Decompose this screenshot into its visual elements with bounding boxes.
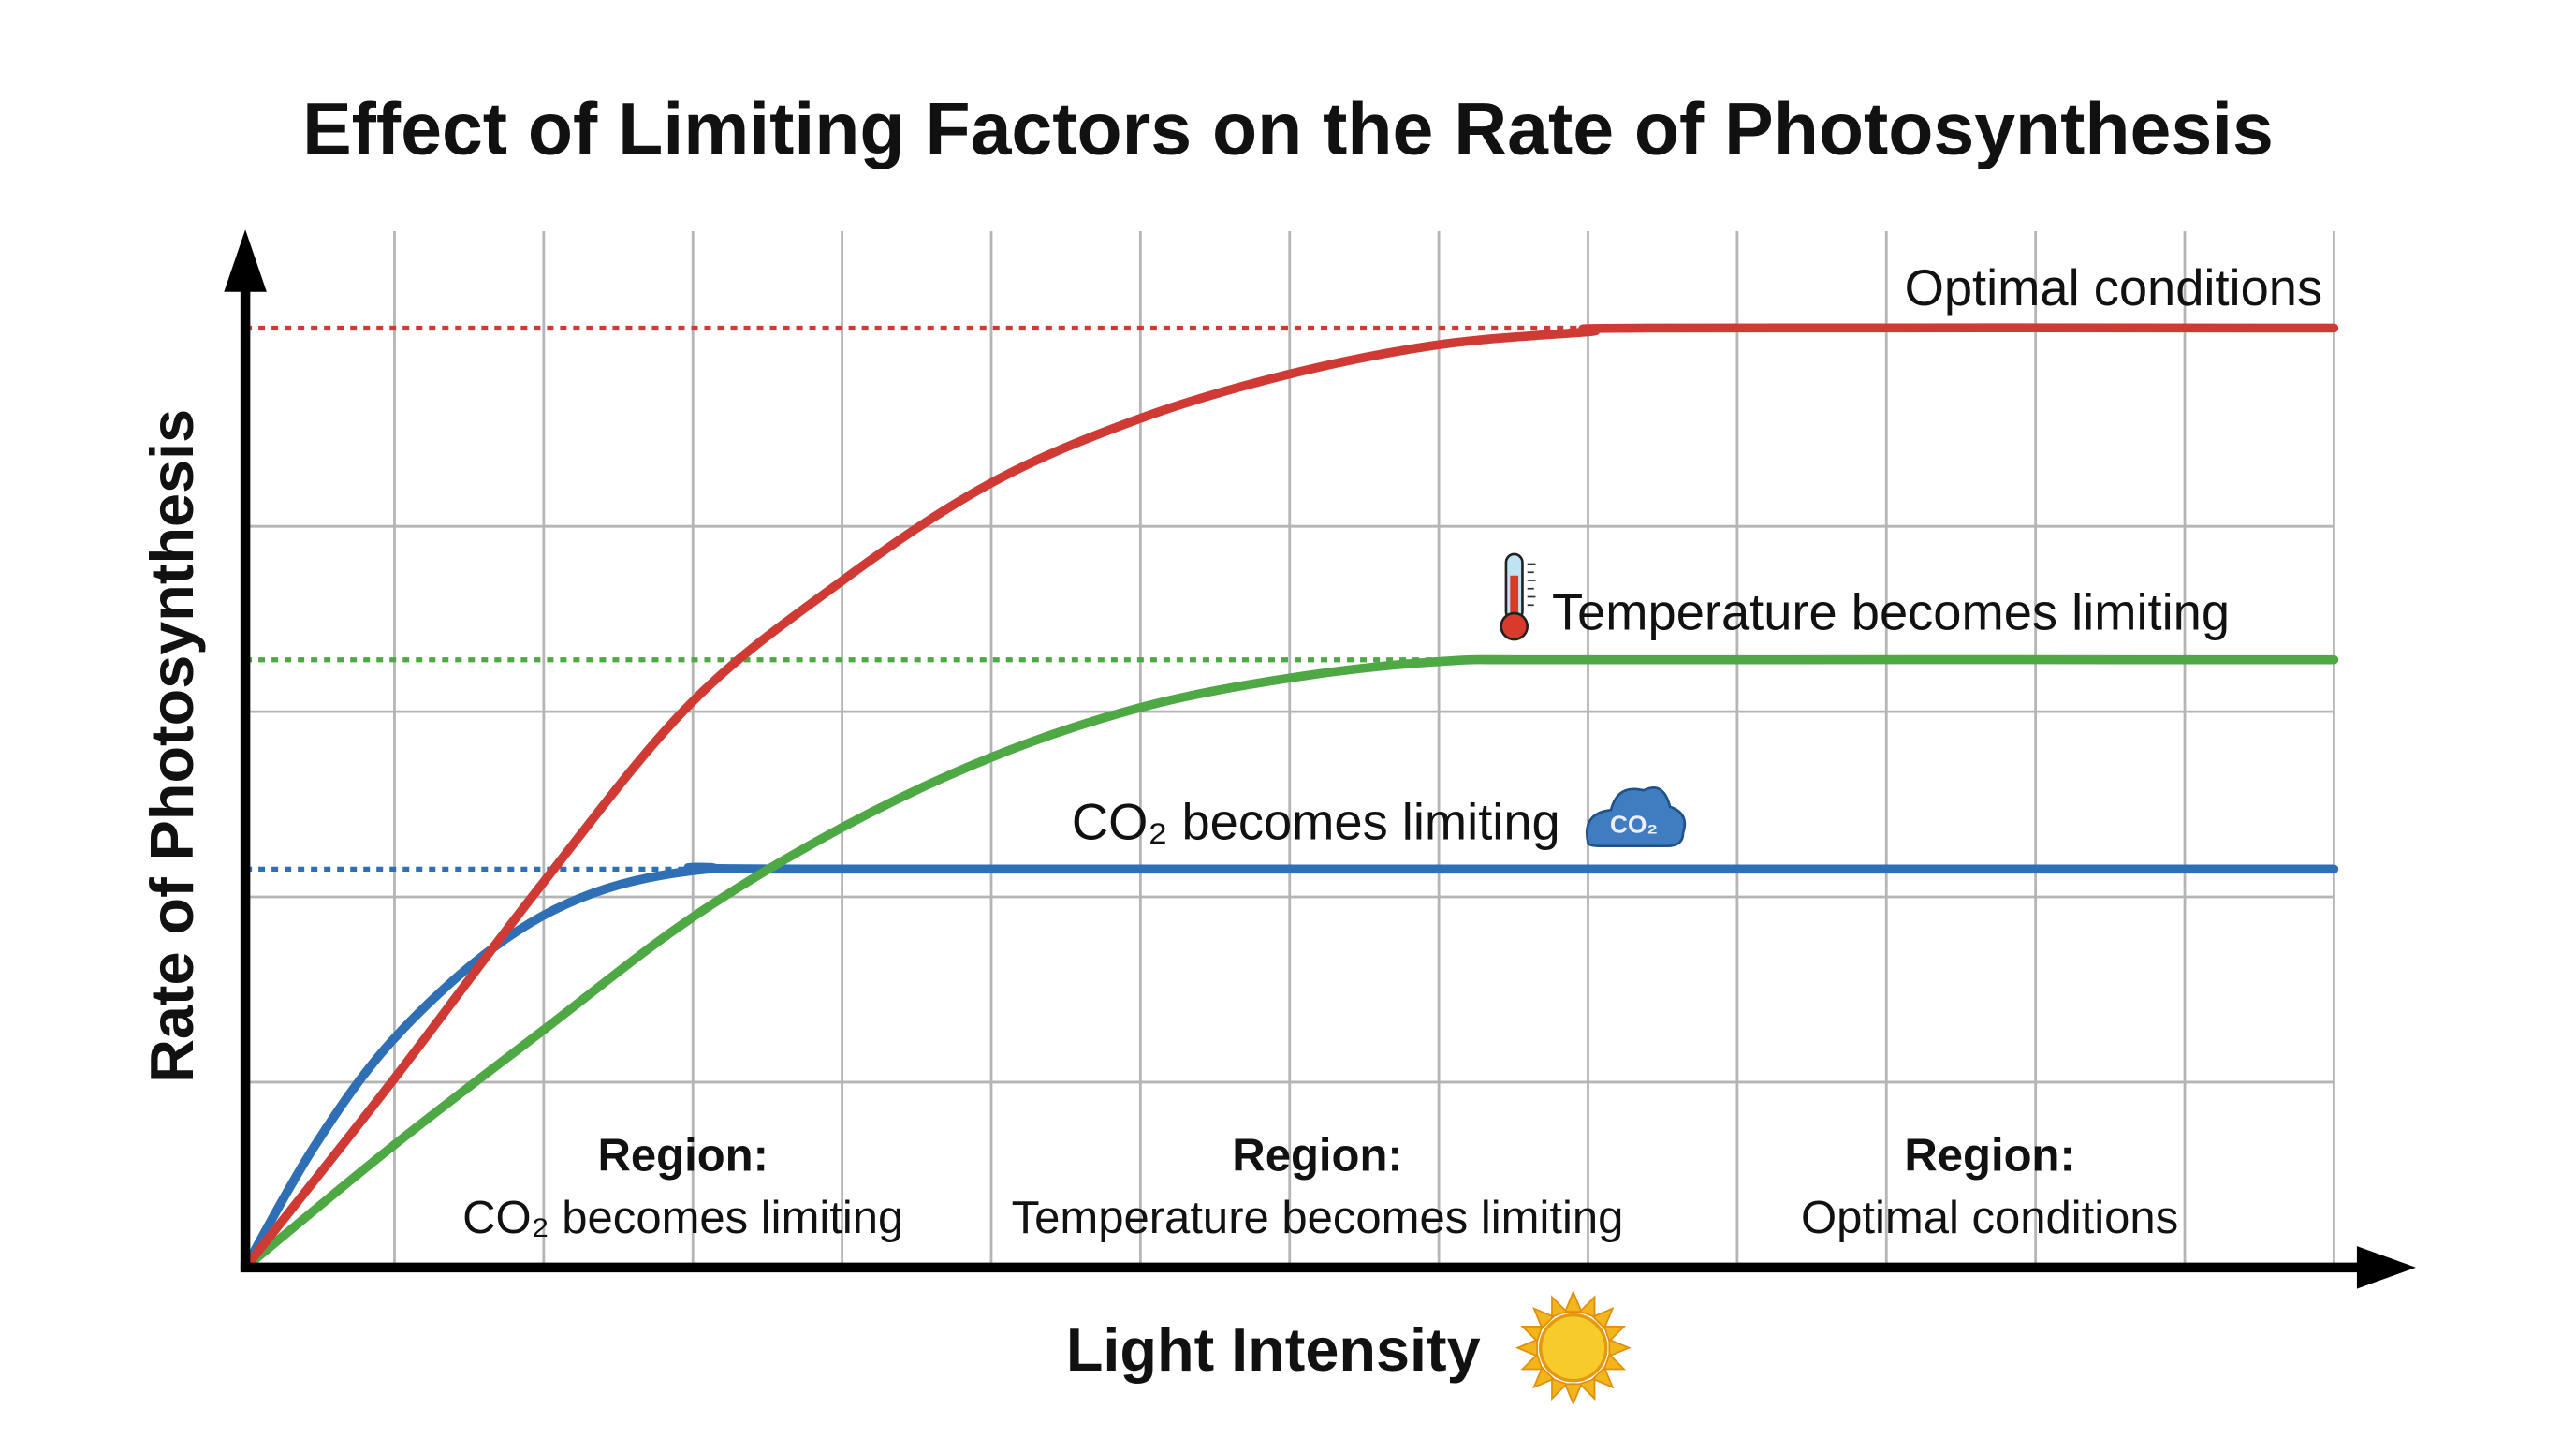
svg-text:CO₂: CO₂ [1610,811,1658,839]
series-line-2 [241,862,2339,1272]
series-lines [241,323,2339,1272]
x-axis-label: Light Intensity [1066,1315,1481,1384]
annotation-co2: CO₂ becomes limiting [1072,794,1560,851]
region-co2: Region: CO₂ becomes limiting [462,1131,903,1244]
y-axis-arrow [224,229,267,292]
annotation-temperature: Temperature becomes limiting [1552,584,2230,641]
sun-icon [1515,1289,1632,1406]
annotation-optimal: Optimal conditions [1905,259,2323,316]
region-temperature: Region: Temperature becomes limiting [1012,1131,1624,1244]
svg-text:Region:: Region: [1232,1131,1402,1181]
series-line-1 [241,654,2339,1272]
svg-text:Temperature becomes limiting: Temperature becomes limiting [1012,1193,1624,1243]
x-axis-arrow [2356,1246,2416,1289]
co2-cloud-icon: CO₂ [1586,786,1687,848]
grid [245,230,2335,1268]
chart-title: Effect of Limiting Factors on the Rate o… [302,88,2274,170]
y-axis-label: Rate of Photosynthesis [138,409,206,1083]
region-optimal: Region: Optimal conditions [1801,1131,2178,1244]
svg-text:Region:: Region: [1904,1131,2074,1181]
svg-text:CO₂ becomes limiting: CO₂ becomes limiting [462,1193,903,1243]
series-line-0 [241,323,2339,1272]
svg-text:Region:: Region: [598,1131,768,1181]
thermometer-icon [1500,552,1536,641]
svg-text:Optimal conditions: Optimal conditions [1801,1193,2178,1243]
